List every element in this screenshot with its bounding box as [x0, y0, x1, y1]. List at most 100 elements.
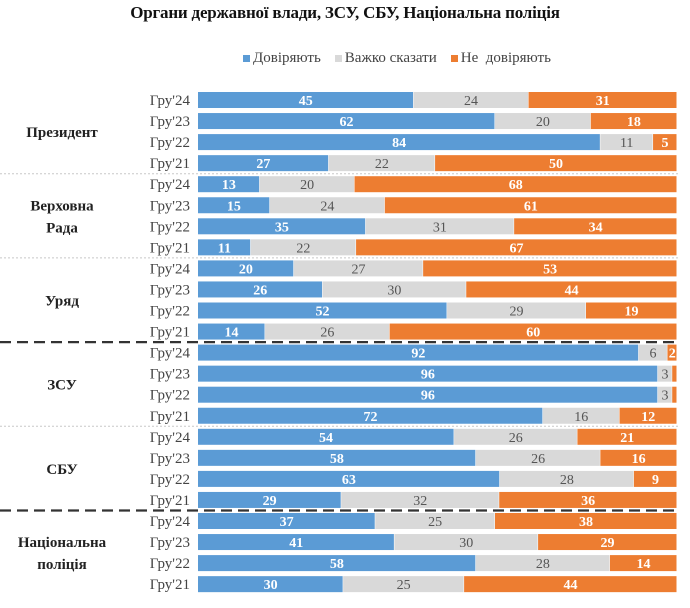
bar-segment-trust	[198, 113, 495, 130]
data-label: 22	[375, 157, 389, 172]
bar-segment-distrust	[354, 176, 677, 193]
group-label: ЗСУ	[47, 378, 77, 394]
group-label: Національна поліція	[18, 535, 107, 573]
legend-item-distrust: Не довіряють	[450, 50, 551, 67]
bar-segment-trust	[198, 449, 476, 466]
legend-item-trust: Довіряють	[243, 50, 321, 67]
data-label: 37	[280, 515, 294, 530]
data-label: 16	[574, 410, 588, 425]
legend-swatch	[243, 55, 250, 62]
bar-segment-distrust	[600, 449, 677, 466]
data-label: 20	[239, 262, 253, 277]
data-label: 21	[620, 431, 634, 446]
row-label: Гру'22	[150, 556, 190, 572]
legend-label: Довіряють	[253, 50, 321, 66]
data-label: 30	[264, 578, 278, 593]
row-label: Гру'21	[150, 577, 190, 593]
bar-segment-trust	[198, 407, 543, 424]
data-label: 96	[421, 389, 435, 404]
legend-swatch	[334, 55, 342, 62]
data-label: 19	[624, 305, 638, 320]
bar-segment-distrust	[667, 344, 677, 361]
data-label: 25	[397, 578, 411, 593]
row-label: Гру'23	[150, 282, 190, 298]
data-label: 30	[459, 536, 473, 551]
data-label: 28	[536, 557, 550, 572]
bar-segment-hard-to-say	[375, 513, 495, 529]
bar-segment-hard-to-say	[657, 365, 672, 382]
bar-segment-trust	[198, 197, 270, 214]
data-label: 45	[299, 94, 313, 109]
data-label: 14	[225, 326, 239, 341]
row-label: Гру'24	[150, 346, 191, 362]
data-label: 92	[411, 347, 425, 362]
bar-segment-hard-to-say	[454, 428, 577, 445]
bar-segment-hard-to-say	[293, 260, 423, 277]
bar-segment-distrust	[356, 239, 677, 256]
data-label: 14	[636, 557, 650, 572]
legend-swatch	[450, 55, 458, 62]
bar-segment-hard-to-say	[322, 281, 466, 298]
bar-segment-hard-to-say	[447, 302, 586, 319]
bar-segment-trust	[198, 281, 323, 298]
bar-segment-trust	[198, 218, 366, 235]
data-label: 12	[641, 410, 655, 425]
bar-segment-distrust	[464, 576, 677, 593]
data-label: 62	[339, 115, 353, 130]
bar-segment-hard-to-say	[343, 576, 464, 593]
data-label: 26	[531, 452, 545, 467]
data-label: 36	[581, 494, 595, 509]
row-label: Гру'21	[150, 156, 190, 172]
bar-segment-hard-to-say	[499, 470, 634, 487]
data-label: 22	[296, 241, 310, 256]
data-label: 3	[662, 389, 669, 404]
bar-segment-distrust	[389, 323, 677, 340]
data-label: 20	[536, 115, 550, 130]
bar-segment-hard-to-say	[475, 449, 600, 466]
bar-segment-trust	[198, 302, 447, 319]
bar-segment-distrust	[514, 218, 677, 235]
bar-segment-hard-to-say	[475, 555, 610, 572]
data-label: 68	[509, 178, 523, 193]
bar-segment-hard-to-say	[394, 534, 538, 551]
bar-segment-distrust	[585, 302, 677, 319]
data-label: 26	[509, 431, 523, 446]
bar-segment-trust	[198, 428, 454, 445]
data-label: 26	[253, 283, 267, 298]
bar-segment-hard-to-say	[600, 134, 653, 151]
data-label: 29	[601, 536, 615, 551]
data-label: 35	[275, 220, 289, 235]
group-label: Верховна Рада	[30, 198, 94, 236]
bar-segment-distrust	[423, 260, 677, 277]
bar-segment-trust	[198, 365, 658, 382]
row-label: Гру'23	[150, 367, 190, 383]
legend-label: Важко сказати	[344, 50, 437, 66]
bar-segment-hard-to-say	[494, 113, 591, 130]
bar-segment-distrust	[494, 513, 677, 529]
bar-segment-trust	[198, 239, 251, 256]
data-label: 6	[650, 347, 657, 362]
row-label: Гру'23	[150, 535, 190, 551]
group-label: Президент	[26, 125, 98, 141]
row-label: Гру'24	[150, 514, 191, 530]
row-label: Гру'23	[150, 114, 190, 130]
bar-segment-hard-to-say	[250, 239, 356, 256]
bar-segment-distrust	[619, 407, 677, 424]
row-label: Гру'23	[150, 198, 190, 214]
legend: Довіряють Важко сказати Не довіряють	[243, 50, 551, 67]
row-label: Гру'21	[150, 493, 190, 509]
data-label: 52	[316, 305, 330, 320]
row-label: Гру'24	[150, 430, 191, 446]
data-label: 25	[428, 515, 442, 530]
bar-segment-hard-to-say	[542, 407, 620, 424]
data-label: 38	[579, 515, 593, 530]
row-label: Гру'22	[150, 304, 190, 320]
data-label: 18	[627, 115, 641, 130]
data-label: 30	[387, 283, 401, 298]
bar-segment-distrust	[672, 365, 677, 382]
data-label: 53	[543, 262, 557, 277]
bar-segment-trust	[198, 534, 394, 551]
bar-segment-trust	[198, 134, 600, 151]
data-label: 29	[263, 494, 277, 509]
